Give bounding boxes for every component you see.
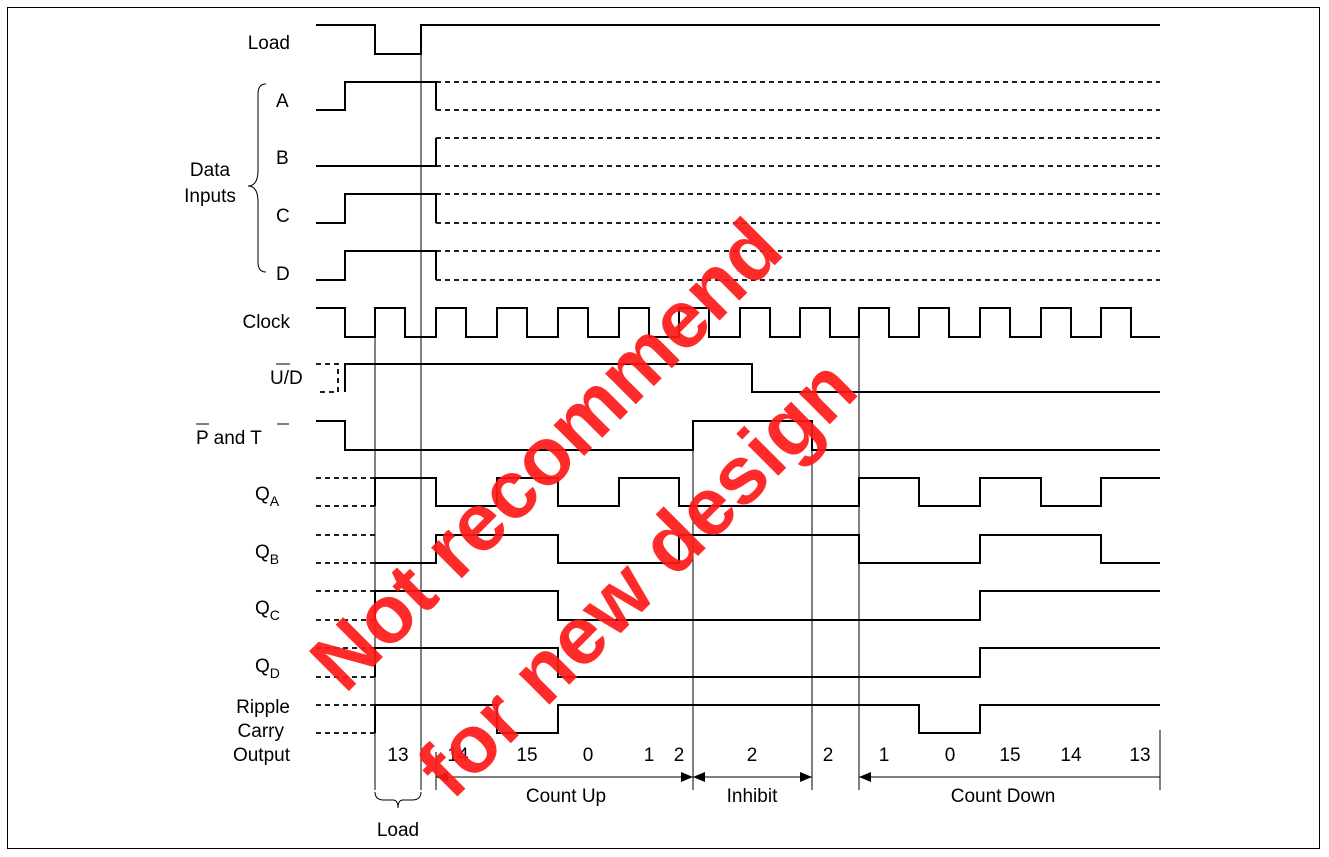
pt-label: P and T (196, 428, 262, 449)
qa-waveform (374, 477, 1160, 507)
ripple-label-line2: Carry (238, 721, 285, 742)
qb-waveform-dontcare (316, 534, 375, 564)
b-waveform-dontcare (436, 137, 1160, 167)
b-waveform (316, 138, 437, 167)
count-value: 2 (674, 745, 685, 766)
qd-waveform-dontcare (316, 647, 375, 678)
pt-waveform (316, 420, 1160, 451)
c-waveform (316, 193, 437, 224)
a-waveform-dontcare (436, 81, 1160, 111)
b-label: B (276, 148, 289, 169)
qb-waveform (375, 534, 1160, 564)
load-label: Load (248, 33, 290, 54)
count-value: 14 (1060, 745, 1082, 766)
count-value: 2 (823, 745, 834, 766)
inhibit-arrow (693, 772, 812, 782)
watermark: Not recommend for new design (293, 202, 873, 815)
count-values: 13 14 15 0 1 2 2 2 1 0 15 14 13 (387, 745, 1150, 766)
load-interval-label: Load (377, 820, 419, 841)
count-up-label: Count Up (526, 786, 606, 807)
ud-waveform-dontcare (316, 363, 339, 393)
qb-label: QB (255, 542, 279, 567)
ud-label: U/D (270, 368, 303, 389)
qa-waveform-dontcare (316, 477, 375, 507)
d-waveform-dontcare (436, 250, 1160, 281)
count-value: 15 (516, 745, 537, 766)
d-waveform (316, 250, 437, 281)
data-inputs-brace (247, 83, 267, 273)
a-waveform (316, 81, 437, 111)
clock-label: Clock (242, 312, 290, 333)
count-value: 0 (583, 745, 594, 766)
data-inputs-label-line1: Data (190, 160, 231, 181)
count-down-arrow (859, 772, 1160, 782)
c-label: C (276, 206, 290, 227)
qc-waveform (374, 590, 1160, 621)
ripple-waveform (374, 704, 1160, 734)
a-label: A (276, 91, 289, 112)
count-value: 15 (999, 745, 1020, 766)
count-value: 1 (644, 745, 655, 766)
count-value: 13 (387, 745, 408, 766)
ripple-label-line3: Output (233, 745, 291, 766)
qc-label: QC (255, 598, 280, 623)
load-waveform (316, 24, 1160, 55)
count-down-label: Count Down (951, 786, 1056, 807)
count-value: 2 (747, 745, 758, 766)
count-up-arrow (436, 772, 693, 782)
inhibit-label: Inhibit (727, 786, 778, 807)
reference-lines (374, 54, 1161, 790)
ud-d-overbar-text: D (289, 368, 303, 389)
count-value: 14 (447, 745, 469, 766)
d-label: D (276, 264, 290, 285)
diagram-frame (7, 7, 1320, 849)
load-brace (374, 791, 422, 809)
ripple-waveform-dontcare (316, 704, 375, 734)
ud-waveform (344, 363, 1160, 393)
count-value: 13 (1129, 745, 1150, 766)
count-value: 1 (879, 745, 890, 766)
qd-label: QD (255, 656, 280, 681)
c-waveform-dontcare (436, 193, 1160, 224)
count-value: 0 (945, 745, 956, 766)
qa-label: QA (255, 484, 280, 509)
qc-waveform-dontcare (316, 590, 375, 621)
clock-waveform (316, 307, 1160, 338)
ripple-label-line1: Ripple (236, 697, 290, 718)
data-inputs-label-line2: Inputs (184, 186, 236, 207)
